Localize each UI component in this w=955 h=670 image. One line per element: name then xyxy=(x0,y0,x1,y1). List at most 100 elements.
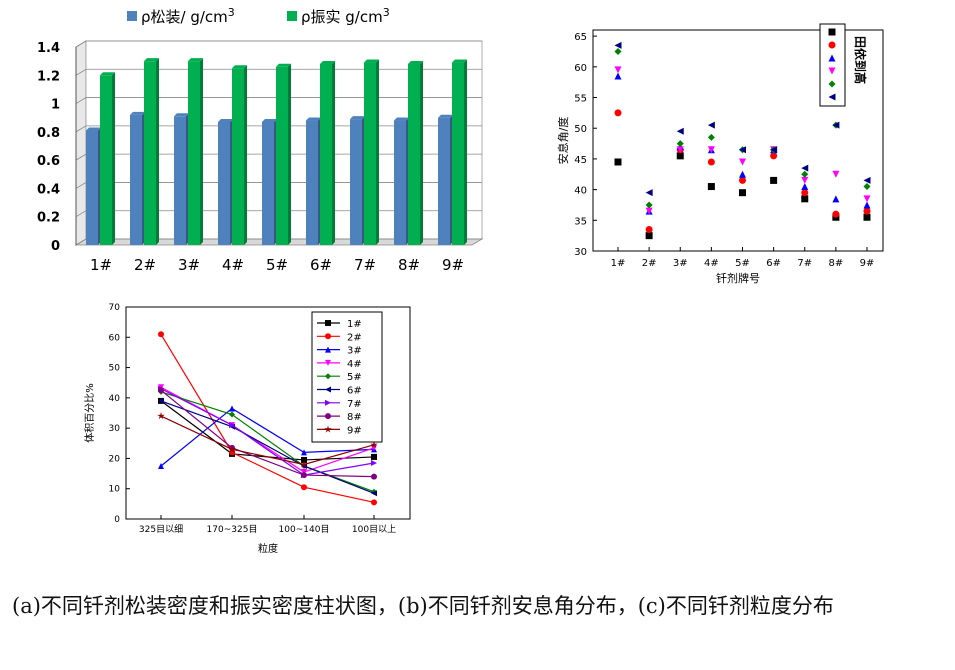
bar-top xyxy=(438,114,453,118)
bar-chart-floor xyxy=(74,238,484,246)
scatter-point xyxy=(676,127,684,135)
line-point xyxy=(301,472,307,479)
scatter-point xyxy=(645,201,653,209)
scatter-xtick-label: 4# xyxy=(704,258,719,269)
line-series xyxy=(160,400,375,461)
line-series xyxy=(160,386,375,473)
scatter-xtick-label: 2# xyxy=(642,258,657,269)
scatter-legend-marker xyxy=(828,28,836,36)
scatter-point xyxy=(832,121,840,129)
bar-top xyxy=(232,65,247,69)
bar-top xyxy=(350,116,365,120)
line-ytick-label: 0 xyxy=(114,515,120,525)
line-legend-marker xyxy=(324,425,332,433)
scatter-point xyxy=(739,158,746,166)
line-point xyxy=(371,453,377,460)
figure-caption: (a)不同钎剂松装密度和振实密度柱状图，(b)不同钎剂安息角分布，(c)不同钎剂… xyxy=(12,594,834,618)
bar-side xyxy=(464,59,467,245)
bar xyxy=(188,61,200,246)
line-ytick-label: 70 xyxy=(109,303,121,313)
bar-top xyxy=(452,59,467,63)
scatter-point xyxy=(676,140,684,148)
bar-top xyxy=(276,63,291,67)
bar-top xyxy=(100,72,115,76)
scatter-ytick-label: 30 xyxy=(574,247,587,258)
line-legend-label: 8# xyxy=(347,412,362,423)
scatter-xtick-label: 8# xyxy=(829,258,844,269)
bar-top xyxy=(218,118,233,122)
scatter-plot-frame xyxy=(592,29,884,252)
scatter-point xyxy=(801,195,809,203)
line-ytick-label: 10 xyxy=(109,485,121,495)
scatter-point xyxy=(614,66,622,74)
scatter-point xyxy=(832,121,840,129)
scatter-point xyxy=(863,176,871,184)
bar-chart-ytick-label: 0.8 xyxy=(37,126,60,141)
scatter-point xyxy=(863,213,871,221)
scatter-point xyxy=(739,146,746,154)
bar xyxy=(306,120,318,245)
scatter-ytick-label: 65 xyxy=(574,32,587,43)
scatter-xtick-label: 3# xyxy=(673,258,688,269)
bar-chart-ytick-label: 0.2 xyxy=(37,211,60,226)
bar-side xyxy=(450,114,453,245)
bar xyxy=(408,63,420,245)
bar xyxy=(100,75,112,246)
bar-side xyxy=(318,117,321,245)
line-point xyxy=(371,446,377,453)
scatter-point xyxy=(614,109,622,117)
scatter-point xyxy=(614,72,622,80)
line-point xyxy=(158,463,164,469)
scatter-point xyxy=(739,170,746,178)
line-legend-label: 6# xyxy=(347,386,362,397)
scatter-point xyxy=(676,143,684,151)
scatter-point xyxy=(614,41,622,49)
scatter-xtick-label: 7# xyxy=(797,258,812,269)
bar-side xyxy=(244,65,247,245)
scatter-point xyxy=(832,213,840,221)
bar-chart-ytick-label: 1.2 xyxy=(37,69,60,84)
bar-side xyxy=(230,118,233,245)
line-point xyxy=(229,422,235,429)
line-legend-label: 1# xyxy=(347,319,362,330)
line-point xyxy=(158,388,164,395)
bar-top xyxy=(174,113,189,117)
line-legend-marker xyxy=(325,320,331,326)
line-point xyxy=(371,459,377,466)
line-legend-label: 3# xyxy=(347,346,362,357)
scatter-point xyxy=(832,170,840,178)
bar xyxy=(86,130,98,245)
line-point xyxy=(158,397,164,404)
line-point xyxy=(301,449,307,456)
scatter-point xyxy=(832,210,840,218)
line-point xyxy=(158,385,164,392)
bar-chart-xtick-label: 7# xyxy=(354,256,376,274)
line-legend-label: 9# xyxy=(347,425,362,436)
bar-chart-xtick-label: 3# xyxy=(178,256,200,274)
bar-side xyxy=(274,118,277,245)
line-legend-box xyxy=(311,311,383,443)
line-legend-marker xyxy=(325,413,331,420)
line-point xyxy=(301,484,307,491)
bar-chart-gridline xyxy=(75,68,482,76)
bar-side xyxy=(98,127,101,245)
bar xyxy=(174,116,186,245)
line-series xyxy=(160,389,375,478)
scatter-point xyxy=(863,195,871,203)
scatter-point xyxy=(863,201,871,209)
bar-top xyxy=(408,60,423,64)
bar-top xyxy=(364,59,379,63)
bar-side xyxy=(376,59,379,245)
line-legend-marker xyxy=(325,359,331,366)
bar xyxy=(364,62,376,245)
bar-side xyxy=(200,58,203,246)
scatter-point xyxy=(739,146,746,154)
bar-top xyxy=(262,118,277,122)
line-ylabel: 体积百分比% xyxy=(84,383,96,443)
bar-chart-xtick-label: 9# xyxy=(442,256,464,274)
bar-side xyxy=(362,116,365,245)
bar-side xyxy=(112,72,115,246)
scatter-point xyxy=(863,183,871,191)
scatter-point xyxy=(707,121,715,129)
bar-top xyxy=(188,58,203,62)
